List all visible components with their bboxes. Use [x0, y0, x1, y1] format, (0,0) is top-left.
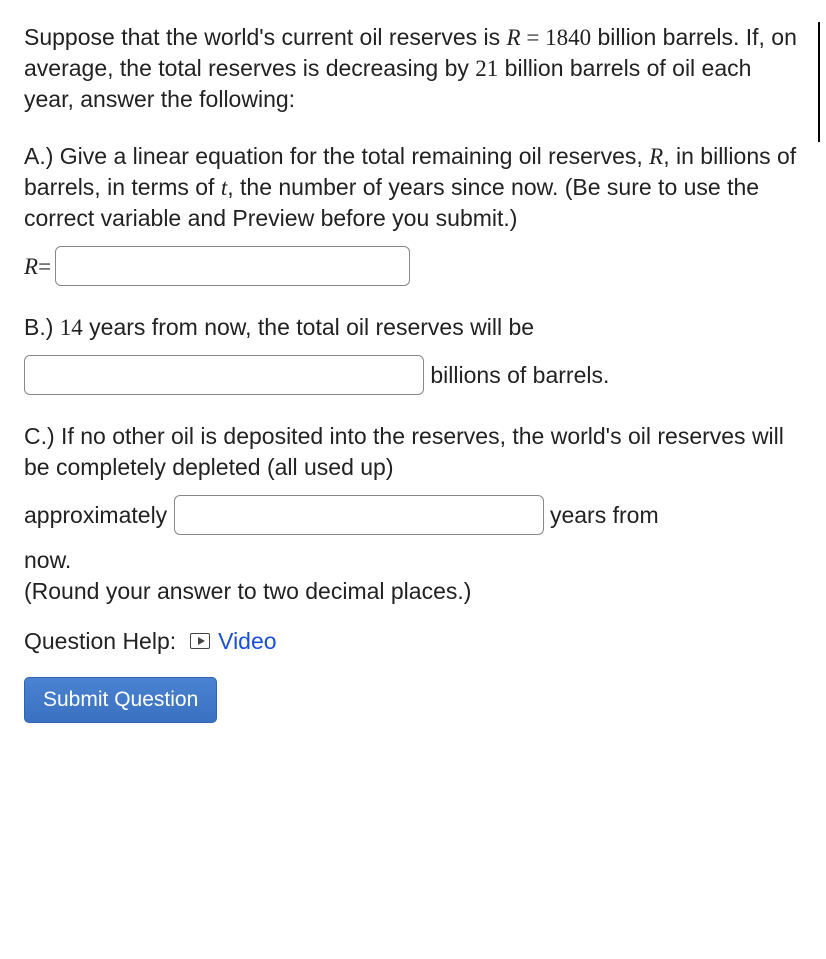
- part-b-years: 14: [60, 315, 83, 340]
- submit-button-label: Submit Question: [43, 688, 198, 711]
- intro-text-1: Suppose that the world's current oil res…: [24, 24, 507, 50]
- part-b-text: B.) 14 years from now, the total oil res…: [24, 312, 802, 343]
- part-c-answer-row: approximately years from: [24, 495, 802, 535]
- part-c-before-input: approximately: [24, 500, 174, 531]
- submit-question-button[interactable]: Submit Question: [24, 677, 217, 723]
- part-b-input[interactable]: [24, 355, 424, 395]
- play-icon: [190, 633, 210, 649]
- intro-paragraph: Suppose that the world's current oil res…: [24, 22, 802, 115]
- part-b-lead: B.): [24, 314, 60, 340]
- part-a-text: A.) Give a linear equation for the total…: [24, 141, 802, 234]
- part-a-prompt-eq: =: [38, 251, 51, 282]
- part-c-round-note: (Round your answer to two decimal places…: [24, 576, 802, 607]
- intro-reserve-value: 1840: [545, 25, 591, 50]
- decorative-right-border: [818, 22, 820, 142]
- part-c-line3: now.: [24, 545, 802, 576]
- video-link[interactable]: Video: [190, 626, 276, 657]
- question-help-label: Question Help:: [24, 626, 176, 657]
- part-a-lead: A.) Give a linear equation for the total…: [24, 143, 649, 169]
- part-a-prompt-R: R: [24, 251, 38, 282]
- part-c-input[interactable]: [174, 495, 544, 535]
- intro-equals: =: [521, 25, 545, 50]
- part-c-after-input: years from: [544, 500, 659, 531]
- video-link-label: Video: [218, 626, 276, 657]
- part-b-unit: billions of barrels.: [424, 360, 609, 391]
- part-a-answer-row: R=: [24, 246, 802, 286]
- part-b-after-years: years from now, the total oil reserves w…: [83, 314, 534, 340]
- question-help-row: Question Help: Video: [24, 626, 802, 657]
- part-c-line1: C.) If no other oil is deposited into th…: [24, 421, 802, 483]
- intro-rate-value: 21: [475, 56, 498, 81]
- part-a-var-R: R: [649, 144, 663, 169]
- intro-var-R: R: [507, 25, 521, 50]
- part-b-answer-row: billions of barrels.: [24, 355, 802, 395]
- part-a-input[interactable]: [55, 246, 410, 286]
